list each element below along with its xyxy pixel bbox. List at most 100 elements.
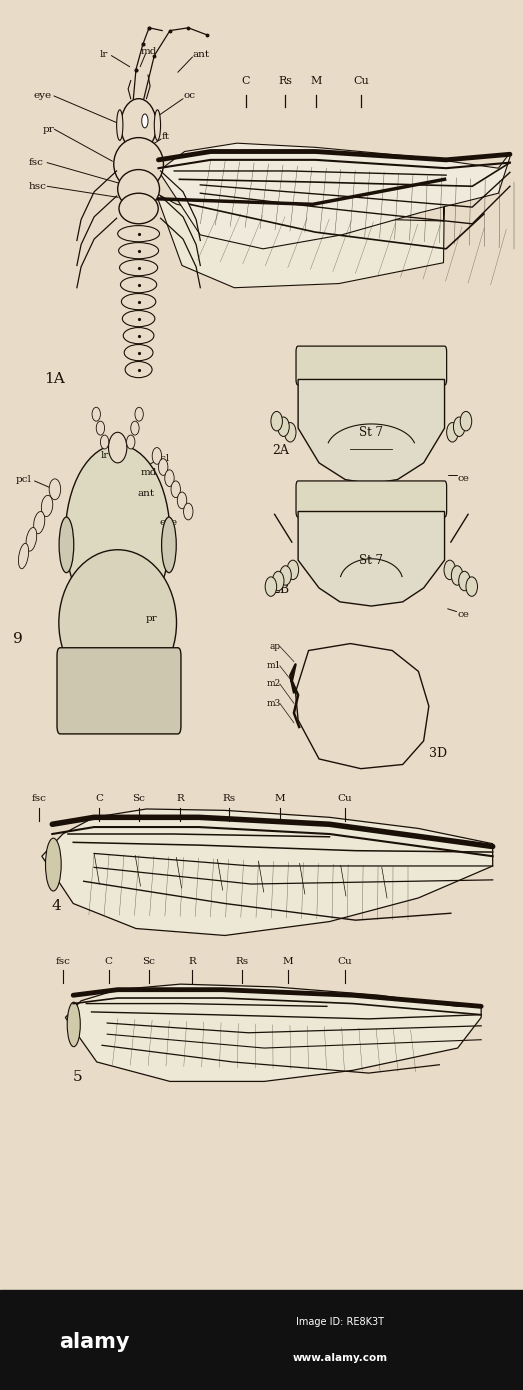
Text: ant: ant — [137, 489, 154, 498]
Polygon shape — [42, 809, 493, 935]
Ellipse shape — [177, 492, 187, 509]
Text: pr: pr — [145, 614, 157, 623]
Text: Image ID: RE8K3T: Image ID: RE8K3T — [296, 1316, 384, 1327]
Text: M: M — [311, 76, 322, 86]
Text: m1: m1 — [267, 662, 281, 670]
Text: pcl: pcl — [16, 475, 31, 484]
Text: Sc: Sc — [132, 795, 145, 803]
Text: St 7: St 7 — [359, 425, 383, 439]
Text: 2B: 2B — [272, 582, 289, 596]
Text: ce: ce — [458, 474, 470, 482]
Text: 5: 5 — [73, 1070, 83, 1084]
Ellipse shape — [459, 571, 470, 591]
Text: lr: lr — [101, 452, 109, 460]
Text: ant: ant — [192, 50, 210, 58]
Ellipse shape — [120, 260, 157, 275]
Ellipse shape — [59, 549, 176, 696]
Ellipse shape — [466, 577, 477, 596]
Text: C: C — [242, 76, 250, 86]
Ellipse shape — [162, 517, 176, 573]
Ellipse shape — [119, 243, 158, 259]
Ellipse shape — [122, 310, 155, 327]
Ellipse shape — [280, 566, 291, 585]
Text: alamy: alamy — [59, 1332, 129, 1352]
Text: ce: ce — [458, 610, 470, 619]
Ellipse shape — [171, 481, 180, 498]
Polygon shape — [156, 177, 445, 288]
Polygon shape — [65, 984, 481, 1081]
Ellipse shape — [120, 277, 157, 293]
Text: pr: pr — [43, 125, 54, 133]
Ellipse shape — [165, 470, 174, 486]
Text: Rs: Rs — [235, 958, 248, 966]
Ellipse shape — [265, 577, 277, 596]
Text: M: M — [282, 958, 293, 966]
Ellipse shape — [184, 503, 193, 520]
Ellipse shape — [49, 478, 61, 499]
FancyBboxPatch shape — [57, 648, 181, 734]
Text: acl: acl — [154, 455, 169, 463]
Ellipse shape — [127, 435, 135, 449]
Text: Cu: Cu — [338, 795, 353, 803]
Text: 1A: 1A — [44, 373, 65, 386]
Ellipse shape — [285, 423, 296, 442]
Ellipse shape — [119, 193, 158, 224]
Polygon shape — [295, 644, 429, 769]
Ellipse shape — [271, 411, 282, 431]
Polygon shape — [158, 143, 510, 249]
Ellipse shape — [92, 407, 100, 421]
Ellipse shape — [444, 560, 456, 580]
Text: m3: m3 — [267, 699, 281, 708]
FancyBboxPatch shape — [296, 346, 447, 385]
Polygon shape — [298, 379, 445, 484]
Ellipse shape — [152, 448, 162, 464]
Text: St 7: St 7 — [359, 553, 383, 567]
Ellipse shape — [451, 566, 463, 585]
Text: oc: oc — [183, 92, 195, 100]
Ellipse shape — [67, 1002, 81, 1047]
Text: md: md — [140, 47, 156, 56]
Text: 2A: 2A — [272, 443, 289, 457]
Ellipse shape — [33, 512, 45, 534]
Text: Cu: Cu — [338, 958, 353, 966]
Ellipse shape — [124, 345, 153, 360]
Ellipse shape — [142, 114, 148, 128]
Text: R: R — [189, 958, 196, 966]
Ellipse shape — [447, 423, 458, 442]
Ellipse shape — [123, 328, 154, 343]
Text: fsc: fsc — [55, 958, 70, 966]
Ellipse shape — [100, 435, 109, 449]
Ellipse shape — [121, 293, 156, 310]
Text: eye: eye — [34, 92, 52, 100]
Text: m2: m2 — [267, 680, 281, 688]
Ellipse shape — [278, 417, 289, 436]
Ellipse shape — [41, 495, 53, 517]
Text: www.alamy.com: www.alamy.com — [292, 1352, 388, 1364]
Ellipse shape — [154, 110, 161, 140]
Text: ap: ap — [270, 642, 281, 651]
Text: eye: eye — [160, 518, 178, 527]
Ellipse shape — [135, 407, 143, 421]
Ellipse shape — [272, 571, 284, 591]
Text: Cu: Cu — [353, 76, 369, 86]
Ellipse shape — [117, 110, 123, 140]
Bar — [0, 1290, 523, 1390]
Text: R: R — [177, 795, 184, 803]
Ellipse shape — [114, 138, 163, 190]
Text: ft: ft — [162, 132, 170, 140]
Text: M: M — [275, 795, 286, 803]
Ellipse shape — [18, 543, 29, 569]
Text: Rs: Rs — [278, 76, 292, 86]
Text: Sc: Sc — [143, 958, 155, 966]
Text: 4: 4 — [51, 899, 61, 913]
Ellipse shape — [46, 838, 61, 891]
Ellipse shape — [26, 527, 37, 552]
Ellipse shape — [118, 225, 160, 242]
Text: hsc: hsc — [29, 182, 47, 190]
Ellipse shape — [59, 517, 74, 573]
Ellipse shape — [96, 421, 105, 435]
Text: C: C — [105, 958, 113, 966]
Text: Rs: Rs — [222, 795, 236, 803]
Text: 9: 9 — [13, 632, 23, 646]
Ellipse shape — [158, 459, 168, 475]
